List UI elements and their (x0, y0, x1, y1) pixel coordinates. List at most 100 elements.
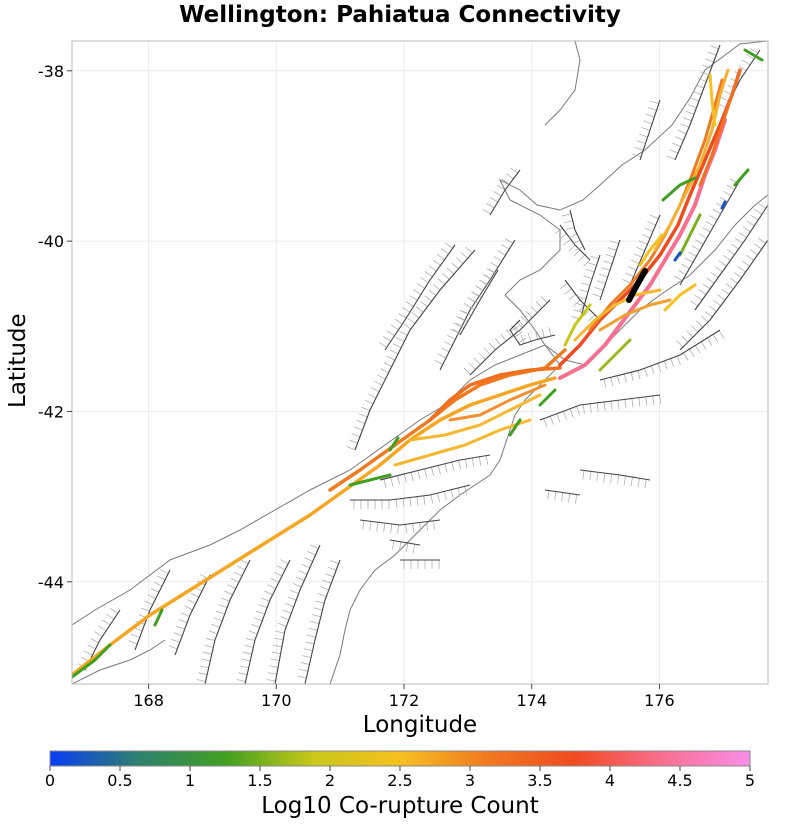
south-island-coast (72, 344, 561, 684)
colorbar-tick-label: 4 (605, 771, 615, 790)
x-axis-label: Longitude (362, 712, 478, 738)
map-title: Wellington: Pahiatua Connectivity (179, 2, 621, 28)
bg-fault (599, 239, 621, 301)
bg-fault (564, 279, 601, 321)
fault-hatch (346, 246, 473, 451)
bg-fault (379, 454, 491, 481)
fault-hatch (403, 560, 440, 569)
yellow-fault-4 (708, 73, 717, 127)
colorbar-tick-label: 0 (45, 771, 55, 790)
hope-fault (428, 366, 562, 422)
green-fault-1 (661, 176, 697, 202)
green-fault-3 (733, 168, 750, 187)
fault-hatch (482, 167, 518, 215)
north-island-north-coast (544, 41, 768, 126)
fault-hatch (632, 100, 659, 158)
colorbar-ticks: 0 0.5 1 1.5 2 2.5 3 3.5 4 4.5 5 (45, 766, 755, 790)
colorbar-tick-label: 1 (185, 771, 195, 790)
yellow-fault-2 (638, 233, 664, 267)
colorbar (49, 750, 751, 767)
x-tick-label: 170 (261, 691, 292, 710)
fault-hatch (562, 213, 584, 251)
y-tick-label: -44 (38, 573, 64, 592)
fault-hatch (571, 255, 599, 320)
fault-hatch (128, 569, 169, 645)
fault-hatch (392, 540, 416, 554)
bg-fault (304, 559, 341, 684)
fault-hatch (168, 574, 209, 650)
bg-fault (469, 299, 551, 376)
bg-fault (629, 214, 661, 286)
plot-area (72, 41, 768, 684)
colorbar-tick-label: 5 (745, 771, 755, 790)
fault-hatch (510, 320, 552, 344)
bg-fault (134, 569, 171, 651)
bg-fault (439, 239, 516, 371)
x-tick-label: 174 (516, 691, 547, 710)
green-fault-6 (348, 473, 392, 487)
green-fault-2 (678, 213, 702, 257)
bg-fault (459, 269, 499, 336)
fault-hatch (666, 45, 719, 160)
y-tick-label: -42 (38, 402, 64, 421)
bg-fault (489, 169, 521, 216)
fault-hatch (676, 237, 766, 348)
map-layer (72, 41, 768, 684)
colorbar-label: Log10 Co-rupture Count (261, 793, 539, 819)
green-fault-4 (598, 338, 632, 372)
x-tick-label: 168 (133, 691, 164, 710)
bg-fault (389, 539, 421, 546)
bg-fault (674, 44, 721, 161)
fault-hatch (592, 240, 619, 298)
pahiatua-fault (626, 268, 648, 303)
y-tick-label: -40 (38, 232, 64, 251)
east-fault (698, 68, 742, 187)
bg-fault (274, 544, 321, 684)
wairarapa-fault (558, 68, 742, 367)
colorbar-tick-label: 1.5 (247, 771, 272, 790)
southern-coast (72, 639, 166, 684)
x-tick-label: 176 (644, 691, 675, 710)
bg-fault (174, 574, 211, 656)
bg-fault (204, 559, 251, 684)
bg-fault (509, 319, 556, 346)
awatere-fault (393, 418, 532, 467)
fault-hatch (236, 559, 289, 682)
blue-fault-1 (673, 251, 682, 262)
bg-fault (359, 519, 441, 526)
colorbar-tick-label: 3.5 (527, 771, 552, 790)
bg-fault (599, 329, 721, 381)
ruahine-fault (653, 68, 730, 252)
plot-border (71, 40, 769, 685)
yellow-fault-3 (663, 283, 697, 312)
colorbar-tick-label: 3 (465, 771, 475, 790)
fault-hatch (297, 560, 339, 679)
fault-hatch (196, 559, 249, 682)
bg-fault (244, 559, 291, 684)
fault-hatch (674, 178, 739, 282)
bg-fault (384, 244, 456, 351)
fault-hatch (353, 486, 468, 509)
kaikoura-fault (573, 288, 662, 342)
green-fault-9 (153, 608, 164, 627)
bg-fault (679, 239, 768, 351)
fault-hatch (362, 520, 435, 534)
coastline (72, 41, 768, 684)
fault-hatch (266, 544, 319, 682)
ohariu-fault (598, 298, 672, 332)
green-fault-7 (538, 388, 557, 407)
bg-fault (539, 394, 661, 421)
x-tick-label: 172 (389, 691, 420, 710)
fault-hatch (603, 330, 725, 388)
bg-fault (350, 484, 471, 501)
clarence-fault (408, 393, 542, 442)
north-island-coast (498, 41, 768, 366)
bg-fault (569, 209, 586, 251)
fault-hatch (622, 214, 659, 284)
fault-hatch (383, 455, 489, 488)
x-axis-ticks: 168 170 172 174 176 (133, 684, 675, 710)
colorbar-tick-label: 2 (325, 771, 335, 790)
colorbar-tick-label: 4.5 (667, 771, 692, 790)
blue-fault-2 (720, 200, 727, 210)
bg-fault (544, 489, 581, 496)
